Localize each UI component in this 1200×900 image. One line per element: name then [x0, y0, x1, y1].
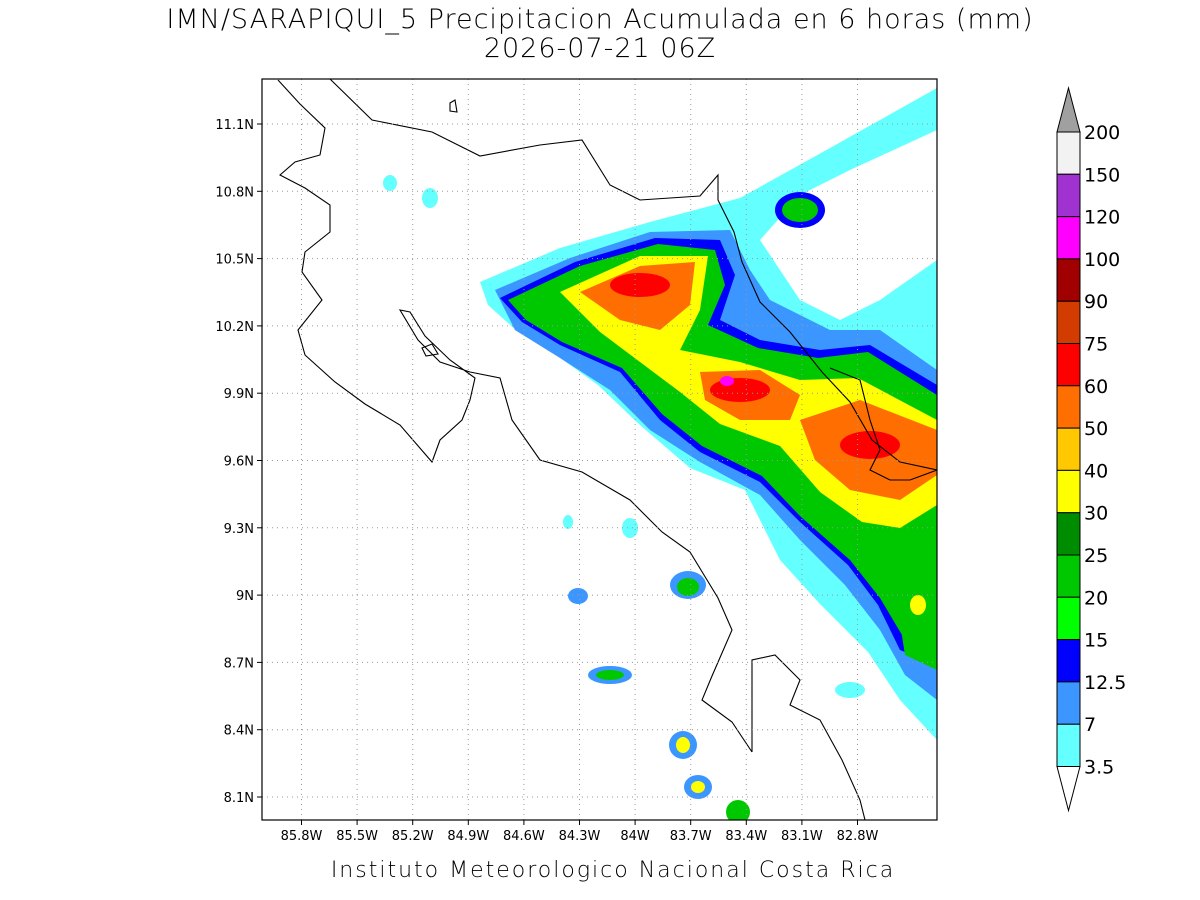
y-tick-label: 8.4N [224, 724, 254, 739]
colorbar-swatch [1056, 86, 1081, 133]
x-tick-label: 83.7W [670, 829, 712, 844]
colorbar-swatch [1056, 385, 1081, 429]
colorbar-swatch [1056, 723, 1081, 767]
subtitle: 2026-07-21 06Z [484, 33, 716, 64]
y-tick-label: 8.7N [224, 656, 254, 671]
colorbar-label: 30 [1084, 503, 1108, 525]
x-tick-label: 84.9W [447, 829, 489, 844]
colorbar-label: 40 [1084, 460, 1108, 482]
y-tick-label: 10.2N [215, 320, 254, 335]
colorbar-swatch [1056, 427, 1081, 471]
colorbar-swatch [1056, 766, 1081, 813]
colorbar-label: 60 [1084, 376, 1108, 398]
colorbar-label: 15 [1084, 630, 1108, 652]
colorbar-label: 3.5 [1084, 757, 1114, 779]
colorbar-label: 25 [1084, 545, 1108, 567]
colorbar-label: 120 [1084, 207, 1120, 229]
x-tick-label: 84.3W [559, 829, 601, 844]
colorbar-swatch [1056, 258, 1081, 302]
map-frame [261, 78, 938, 821]
colorbar-label: 75 [1084, 334, 1108, 356]
colorbar-swatch [1056, 216, 1081, 260]
y-tick-label: 11.1N [215, 118, 254, 133]
colorbar-swatch [1056, 512, 1081, 556]
colorbar-swatch [1056, 343, 1081, 387]
precipitation-field [277, 79, 937, 820]
graticule: 85.8W 85.5W 85.2W 84.9W 84.6W 84.3W 84W 83.7W 83… [215, 79, 937, 844]
y-tick-label: 9.9N [224, 387, 254, 402]
x-tick-label: 83.4W [725, 829, 767, 844]
x-tick-label: 84W [620, 829, 650, 844]
colorbar-label: 12.5 [1084, 672, 1126, 694]
colorbar-swatch [1056, 300, 1081, 344]
colorbar-label: 7 [1084, 714, 1096, 736]
y-tick-label: 8.1N [224, 791, 254, 806]
colorbar-label: 20 [1084, 587, 1108, 609]
colorbar-label: 100 [1084, 249, 1120, 271]
x-tick-label: 83.1W [781, 829, 823, 844]
x-tick-label: 85.5W [336, 829, 378, 844]
y-tick-label: 9.3N [224, 522, 254, 537]
x-tick-label: 85.8W [281, 829, 323, 844]
colorbar-label: 150 [1084, 164, 1120, 186]
x-tick-label: 84.6W [503, 829, 545, 844]
title: IMN/SARAPIQUI_5 Precipitacion Acumulada … [166, 4, 1033, 35]
colorbar-swatch [1056, 596, 1081, 641]
colorbar-swatch [1056, 131, 1081, 175]
colorbar-swatch [1056, 469, 1081, 514]
x-tick-label: 85.2W [392, 829, 434, 844]
footer: Instituto Meteorologico Nacional Costa R… [331, 858, 895, 883]
colorbar-swatch [1056, 173, 1081, 218]
colorbar: 200 150 120 100 90 75 60 50 40 30 25 20 15 12.5 7 3.5 [1056, 86, 1126, 813]
y-tick-label: 9.6N [224, 455, 254, 470]
y-tick-label: 9N [236, 589, 254, 604]
colorbar-label: 90 [1084, 291, 1108, 313]
y-tick-label: 10.8N [215, 185, 254, 200]
y-tick-label: 10.5N [215, 253, 254, 268]
colorbar-label: 50 [1084, 418, 1108, 440]
colorbar-swatch [1056, 554, 1081, 598]
colorbar-swatch [1056, 639, 1081, 683]
x-tick-label: 82.8W [837, 829, 879, 844]
colorbar-label: 200 [1084, 122, 1120, 144]
colorbar-swatch [1056, 681, 1081, 725]
